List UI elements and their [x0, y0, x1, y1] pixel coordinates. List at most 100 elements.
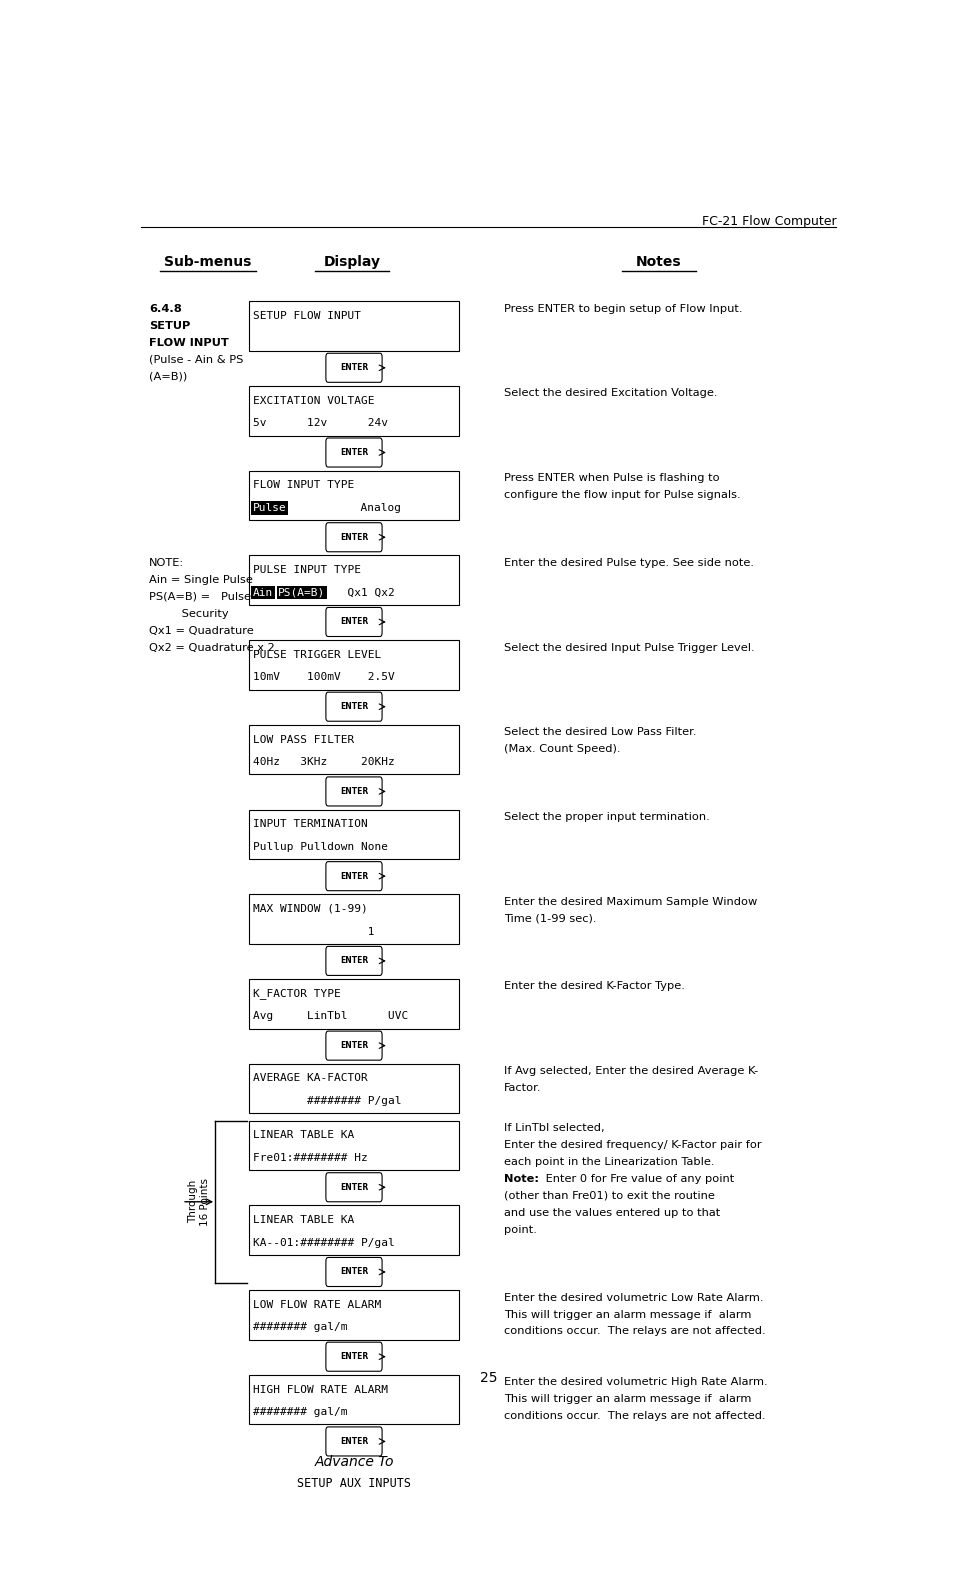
Text: SETUP: SETUP	[149, 321, 190, 330]
Text: ENTER: ENTER	[339, 533, 368, 542]
FancyBboxPatch shape	[249, 1291, 459, 1339]
Text: ######## gal/m: ######## gal/m	[253, 1322, 347, 1333]
Text: MAX WINDOW (1-99): MAX WINDOW (1-99)	[253, 904, 368, 913]
Text: This will trigger an alarm message if  alarm: This will trigger an alarm message if al…	[503, 1309, 750, 1319]
Text: ENTER: ENTER	[339, 1437, 368, 1446]
Text: (other than Fre01) to exit the routine: (other than Fre01) to exit the routine	[503, 1192, 714, 1201]
Text: 10mV    100mV    2.5V: 10mV 100mV 2.5V	[253, 673, 395, 682]
Text: SETUP FLOW INPUT: SETUP FLOW INPUT	[253, 311, 360, 321]
Text: ENTER: ENTER	[339, 1182, 368, 1192]
Text: ENTER: ENTER	[339, 788, 368, 795]
Text: (Pulse - Ain & PS: (Pulse - Ain & PS	[149, 354, 243, 365]
FancyBboxPatch shape	[249, 725, 459, 775]
FancyBboxPatch shape	[249, 387, 459, 435]
Text: each point in the Linearization Table.: each point in the Linearization Table.	[503, 1157, 714, 1166]
Text: conditions occur.  The relays are not affected.: conditions occur. The relays are not aff…	[503, 1327, 764, 1336]
Text: Enter the desired Pulse type. See side note.: Enter the desired Pulse type. See side n…	[503, 558, 753, 567]
Text: ENTER: ENTER	[339, 1352, 368, 1361]
Text: Enter the desired volumetric High Rate Alarm.: Enter the desired volumetric High Rate A…	[503, 1377, 766, 1388]
Text: ######## gal/m: ######## gal/m	[253, 1407, 347, 1416]
Text: PS(A=B): PS(A=B)	[278, 588, 325, 597]
Text: Press ENTER to begin setup of Flow Input.: Press ENTER to begin setup of Flow Input…	[503, 303, 741, 314]
Text: 6.4.8: 6.4.8	[149, 303, 181, 314]
Text: Qx2 = Quadrature x 2: Qx2 = Quadrature x 2	[149, 643, 274, 652]
FancyBboxPatch shape	[326, 692, 382, 722]
Text: PULSE INPUT TYPE: PULSE INPUT TYPE	[253, 564, 360, 575]
Text: Select the desired Low Pass Filter.: Select the desired Low Pass Filter.	[503, 728, 696, 737]
Text: (Max. Count Speed).: (Max. Count Speed).	[503, 744, 619, 755]
Text: ENTER: ENTER	[339, 448, 368, 457]
Text: LOW FLOW RATE ALARM: LOW FLOW RATE ALARM	[253, 1300, 381, 1309]
Text: Note:: Note:	[503, 1174, 538, 1184]
Text: Select the desired Excitation Voltage.: Select the desired Excitation Voltage.	[503, 388, 717, 398]
FancyBboxPatch shape	[326, 1173, 382, 1201]
Text: Factor.: Factor.	[503, 1083, 540, 1093]
Text: FC-21 Flow Computer: FC-21 Flow Computer	[701, 215, 836, 228]
Text: Through
16 Points: Through 16 Points	[188, 1177, 210, 1226]
FancyBboxPatch shape	[326, 861, 382, 891]
Text: Enter the desired volumetric Low Rate Alarm.: Enter the desired volumetric Low Rate Al…	[503, 1292, 762, 1303]
Text: Advance To: Advance To	[314, 1454, 394, 1468]
Text: FLOW INPUT TYPE: FLOW INPUT TYPE	[253, 481, 354, 490]
FancyBboxPatch shape	[326, 777, 382, 806]
Text: conditions occur.  The relays are not affected.: conditions occur. The relays are not aff…	[503, 1412, 764, 1421]
FancyBboxPatch shape	[249, 810, 459, 860]
Text: ######## P/gal: ######## P/gal	[253, 1096, 401, 1107]
Text: 5v      12v      24v: 5v 12v 24v	[253, 418, 388, 428]
Text: ENTER: ENTER	[339, 1041, 368, 1050]
FancyBboxPatch shape	[326, 439, 382, 467]
FancyBboxPatch shape	[249, 555, 459, 605]
FancyBboxPatch shape	[249, 1064, 459, 1113]
FancyBboxPatch shape	[249, 470, 459, 520]
Text: LINEAR TABLE KA: LINEAR TABLE KA	[253, 1215, 354, 1225]
Text: Enter 0 for Fre value of any point: Enter 0 for Fre value of any point	[541, 1174, 734, 1184]
Text: ENTER: ENTER	[339, 956, 368, 965]
FancyBboxPatch shape	[249, 302, 459, 351]
Text: If Avg selected, Enter the desired Average K-: If Avg selected, Enter the desired Avera…	[503, 1066, 758, 1077]
FancyBboxPatch shape	[249, 979, 459, 1028]
Text: Enter the desired frequency/ K-Factor pair for: Enter the desired frequency/ K-Factor pa…	[503, 1140, 760, 1151]
Text: 1: 1	[253, 926, 375, 937]
FancyBboxPatch shape	[326, 607, 382, 637]
Text: Display: Display	[323, 255, 380, 269]
Text: Press ENTER when Pulse is flashing to: Press ENTER when Pulse is flashing to	[503, 473, 719, 483]
Text: Sub-menus: Sub-menus	[164, 255, 252, 269]
Text: Enter the desired Maximum Sample Window: Enter the desired Maximum Sample Window	[503, 896, 756, 907]
Text: PS(A=B) =   Pulse: PS(A=B) = Pulse	[149, 591, 251, 602]
Text: (A=B)): (A=B))	[149, 371, 187, 382]
Text: ENTER: ENTER	[339, 703, 368, 711]
Text: configure the flow input for Pulse signals.: configure the flow input for Pulse signa…	[503, 490, 740, 500]
Text: ENTER: ENTER	[339, 871, 368, 880]
Text: Qx1 Qx2: Qx1 Qx2	[335, 588, 395, 597]
Text: ENTER: ENTER	[339, 618, 368, 627]
Text: INPUT TERMINATION: INPUT TERMINATION	[253, 819, 368, 830]
Text: Security: Security	[149, 608, 228, 619]
Text: Ain: Ain	[253, 588, 274, 597]
Text: Select the desired Input Pulse Trigger Level.: Select the desired Input Pulse Trigger L…	[503, 643, 754, 652]
Text: Analog: Analog	[293, 503, 400, 512]
Text: Select the proper input termination.: Select the proper input termination.	[503, 813, 709, 822]
FancyBboxPatch shape	[326, 1342, 382, 1371]
Text: K_FACTOR TYPE: K_FACTOR TYPE	[253, 989, 340, 1000]
Text: Notes: Notes	[636, 255, 681, 269]
Text: Ain = Single Pulse: Ain = Single Pulse	[149, 575, 253, 585]
Text: Pullup Pulldown None: Pullup Pulldown None	[253, 843, 388, 852]
Text: EXCITATION VOLTAGE: EXCITATION VOLTAGE	[253, 396, 375, 406]
Text: NOTE:: NOTE:	[149, 558, 184, 567]
FancyBboxPatch shape	[249, 640, 459, 690]
FancyBboxPatch shape	[326, 523, 382, 552]
Text: Fre01:######## Hz: Fre01:######## Hz	[253, 1152, 368, 1163]
Text: point.: point.	[503, 1225, 536, 1234]
Text: This will trigger an alarm message if  alarm: This will trigger an alarm message if al…	[503, 1394, 750, 1404]
FancyBboxPatch shape	[326, 1031, 382, 1060]
Text: SETUP AUX INPUTS: SETUP AUX INPUTS	[296, 1476, 411, 1490]
Text: ENTER: ENTER	[339, 363, 368, 373]
Text: Pulse: Pulse	[253, 503, 287, 512]
Text: HIGH FLOW RATE ALARM: HIGH FLOW RATE ALARM	[253, 1385, 388, 1394]
FancyBboxPatch shape	[249, 1376, 459, 1424]
Text: Enter the desired K-Factor Type.: Enter the desired K-Factor Type.	[503, 981, 684, 992]
Text: Avg     LinTbl      UVC: Avg LinTbl UVC	[253, 1011, 408, 1022]
Text: and use the values entered up to that: and use the values entered up to that	[503, 1207, 720, 1218]
Text: LOW PASS FILTER: LOW PASS FILTER	[253, 734, 354, 745]
Text: FLOW INPUT: FLOW INPUT	[149, 338, 229, 347]
